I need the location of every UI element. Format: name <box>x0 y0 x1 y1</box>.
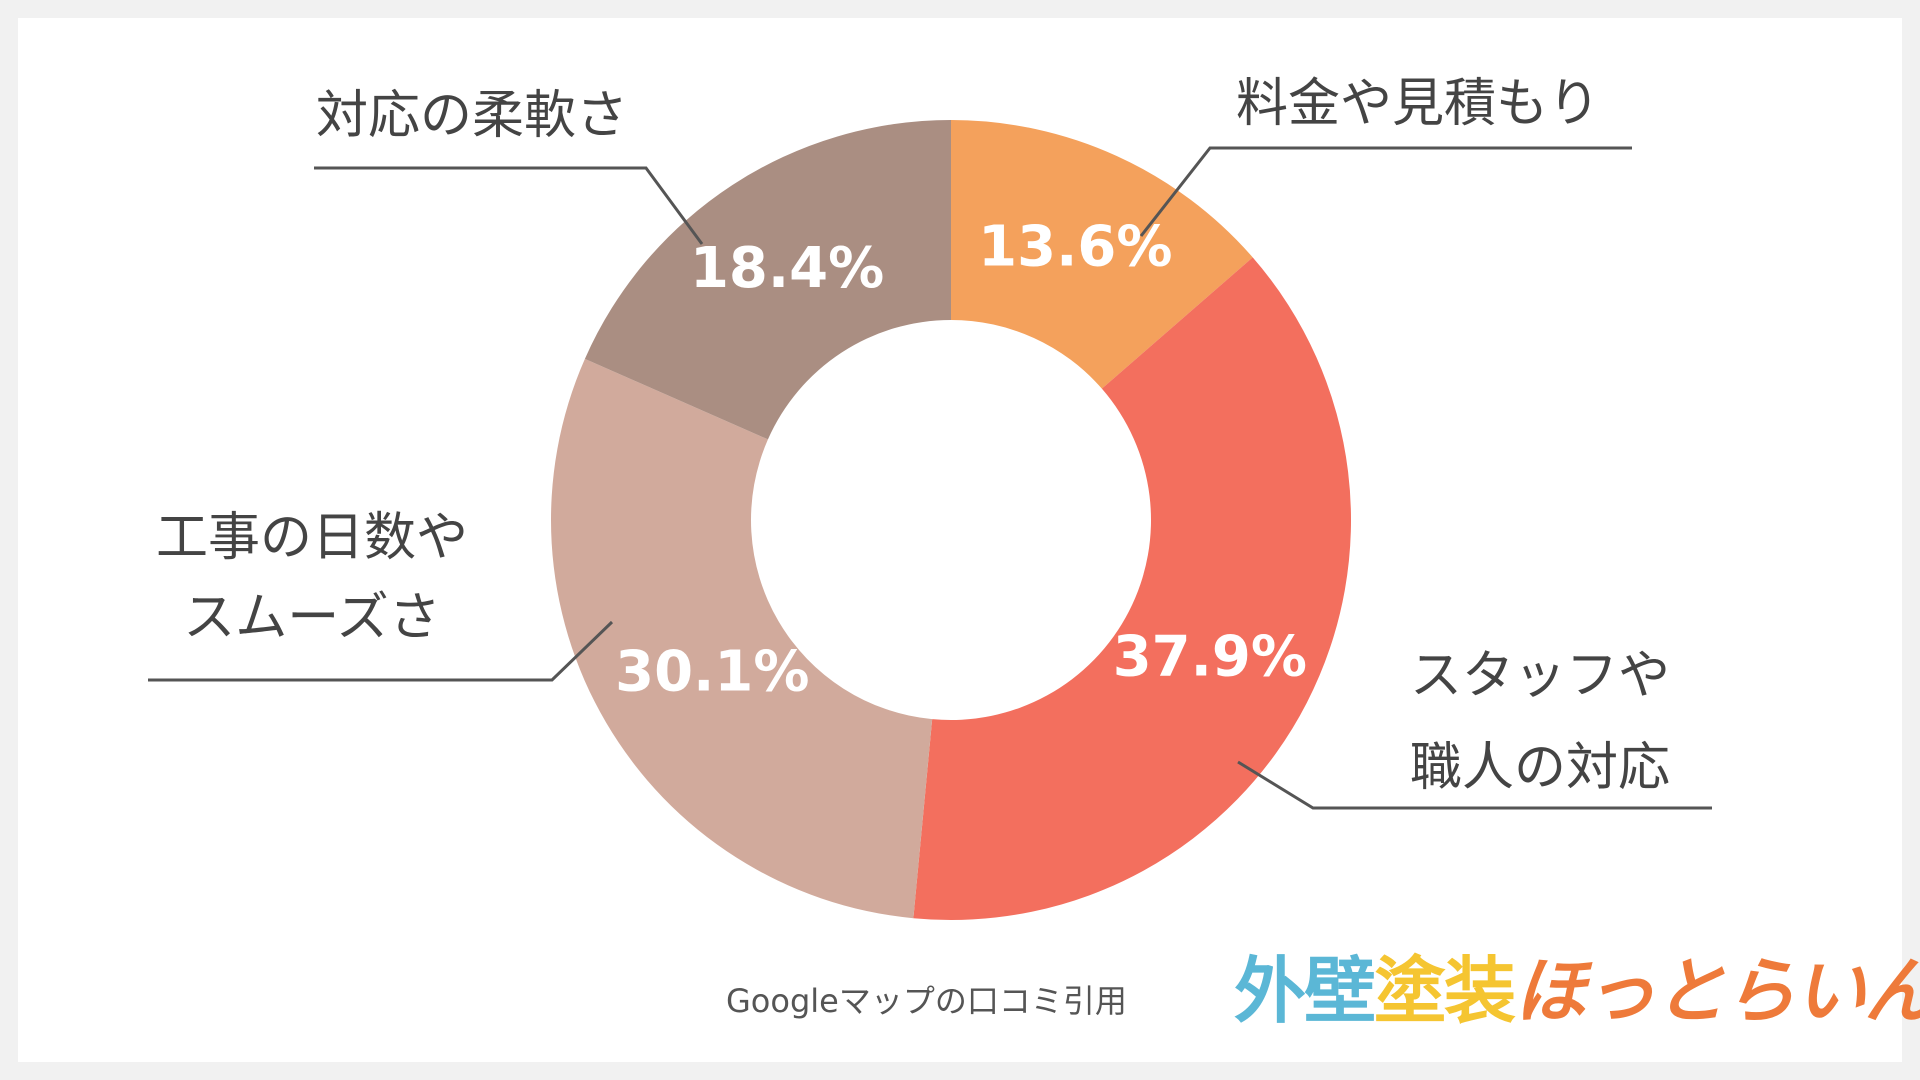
source-note: Googleマップの口コミ引用 <box>726 982 1127 1020</box>
category-label: 料金や見積もり <box>1236 74 1600 134</box>
leader-lines <box>148 146 1712 810</box>
logo-part-3: ほっとらいん <box>1514 949 1920 1033</box>
donut-slices <box>550 120 1352 921</box>
percentage-label: 37.9% <box>1113 625 1307 690</box>
logo-part-1: 外壁 <box>1234 949 1376 1033</box>
percentage-label: 18.4% <box>690 236 884 301</box>
category-label: スタッフや職人の対応 <box>1410 646 1670 798</box>
donut-slice <box>550 358 933 919</box>
donut-slice <box>951 120 1253 389</box>
donut-slice <box>584 120 951 440</box>
percentage-labels: 13.6% 37.9% 30.1% 18.4% <box>615 214 1307 704</box>
category-label: 工事の日数やスムーズさ <box>156 508 468 648</box>
logo-part-2: 塗装 <box>1374 949 1516 1033</box>
percentage-label: 30.1% <box>615 639 809 704</box>
leader-line <box>148 620 614 682</box>
donut-slice <box>913 257 1352 921</box>
leader-line <box>314 166 704 245</box>
percentage-label: 13.6% <box>978 214 1172 279</box>
category-label: 対応の柔軟さ <box>316 86 628 146</box>
leader-line <box>1139 146 1632 237</box>
leader-line <box>1237 760 1712 810</box>
brand-logo: 外壁塗装ほっとらいん <box>1234 946 1920 1036</box>
